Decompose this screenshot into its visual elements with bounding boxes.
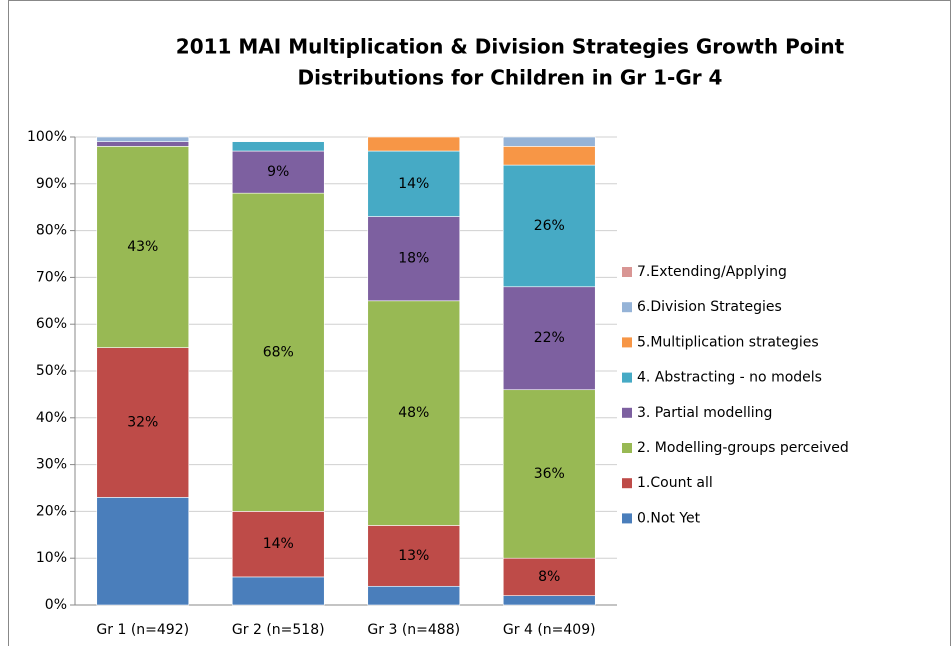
legend-swatch [622, 478, 632, 489]
data-label: 14% [398, 176, 429, 192]
bar-segment [367, 216, 461, 302]
bar-segment [231, 150, 325, 194]
chart-title: 2011 MAI Multiplication & Division Strat… [176, 35, 845, 59]
bar-segment [502, 286, 596, 391]
legend-label: 4. Abstracting - no models [637, 370, 822, 386]
data-label: 48% [398, 405, 429, 421]
bar-segment [96, 497, 190, 606]
legend-label: 1.Count all [637, 475, 713, 491]
bar-segment [231, 576, 325, 606]
legend-swatch [622, 267, 632, 277]
data-label: 26% [534, 218, 565, 234]
bar-segment [502, 595, 596, 606]
data-label: 36% [534, 466, 565, 482]
data-label: 68% [263, 344, 294, 360]
data-label: 8% [538, 569, 560, 585]
bar-segment [502, 557, 596, 596]
y-tick-label: 30% [36, 457, 67, 473]
y-tick-label: 40% [36, 410, 67, 426]
legend-label: 3. Partial modelling [637, 405, 772, 421]
y-tick-label: 0% [45, 597, 67, 613]
legend-swatch [622, 302, 632, 313]
bar-segment [367, 300, 461, 526]
y-tick-label: 80% [36, 223, 67, 239]
data-label: 22% [534, 330, 565, 346]
x-tick-label: Gr 4 (n=409) [503, 622, 596, 638]
bar-segment [367, 585, 461, 606]
y-tick-label: 10% [36, 550, 67, 566]
legend-swatch [622, 337, 632, 348]
bar-segment [96, 136, 190, 142]
data-label: 43% [127, 239, 158, 255]
legend-swatch [622, 443, 632, 453]
bar-segment [96, 146, 190, 348]
bar-segment [231, 511, 325, 578]
y-tick-label: 60% [36, 316, 67, 332]
y-tick-label: 20% [36, 503, 67, 519]
x-tick-label: Gr 3 (n=488) [367, 622, 460, 638]
bar-segment [502, 136, 596, 147]
data-label: 13% [398, 548, 429, 564]
bar-segment [367, 525, 461, 587]
bar-segment [367, 150, 461, 217]
bar-segment [502, 146, 596, 166]
legend-swatch [622, 513, 632, 524]
legend-label: 2. Modelling-groups perceived [637, 440, 849, 456]
bar-segment [96, 141, 190, 147]
legend-swatch [622, 407, 632, 418]
bar-segment [502, 164, 596, 288]
y-tick-label: 100% [27, 129, 67, 145]
y-tick-label: 90% [36, 176, 67, 192]
legend-label: 6.Division Strategies [637, 299, 782, 315]
y-tick-label: 50% [36, 363, 67, 379]
legend-label: 0.Not Yet [637, 510, 701, 526]
data-label: 18% [398, 251, 429, 267]
x-tick-label: Gr 1 (n=492) [96, 622, 189, 638]
data-label: 14% [263, 536, 294, 552]
bar-segment [502, 389, 596, 559]
bar-segment [367, 136, 461, 152]
data-label: 9% [267, 164, 289, 180]
y-tick-label: 70% [36, 269, 67, 285]
legend-label: 5.Multiplication strategies [637, 334, 819, 350]
legend-label: 7.Extending/Applying [637, 264, 787, 280]
legend-swatch [622, 372, 632, 383]
bar-segment [231, 141, 325, 152]
x-tick-label: Gr 2 (n=518) [232, 622, 325, 638]
bar-segment [96, 347, 190, 498]
data-label: 32% [127, 414, 158, 430]
chart-title: Distributions for Children in Gr 1-Gr 4 [298, 66, 723, 90]
